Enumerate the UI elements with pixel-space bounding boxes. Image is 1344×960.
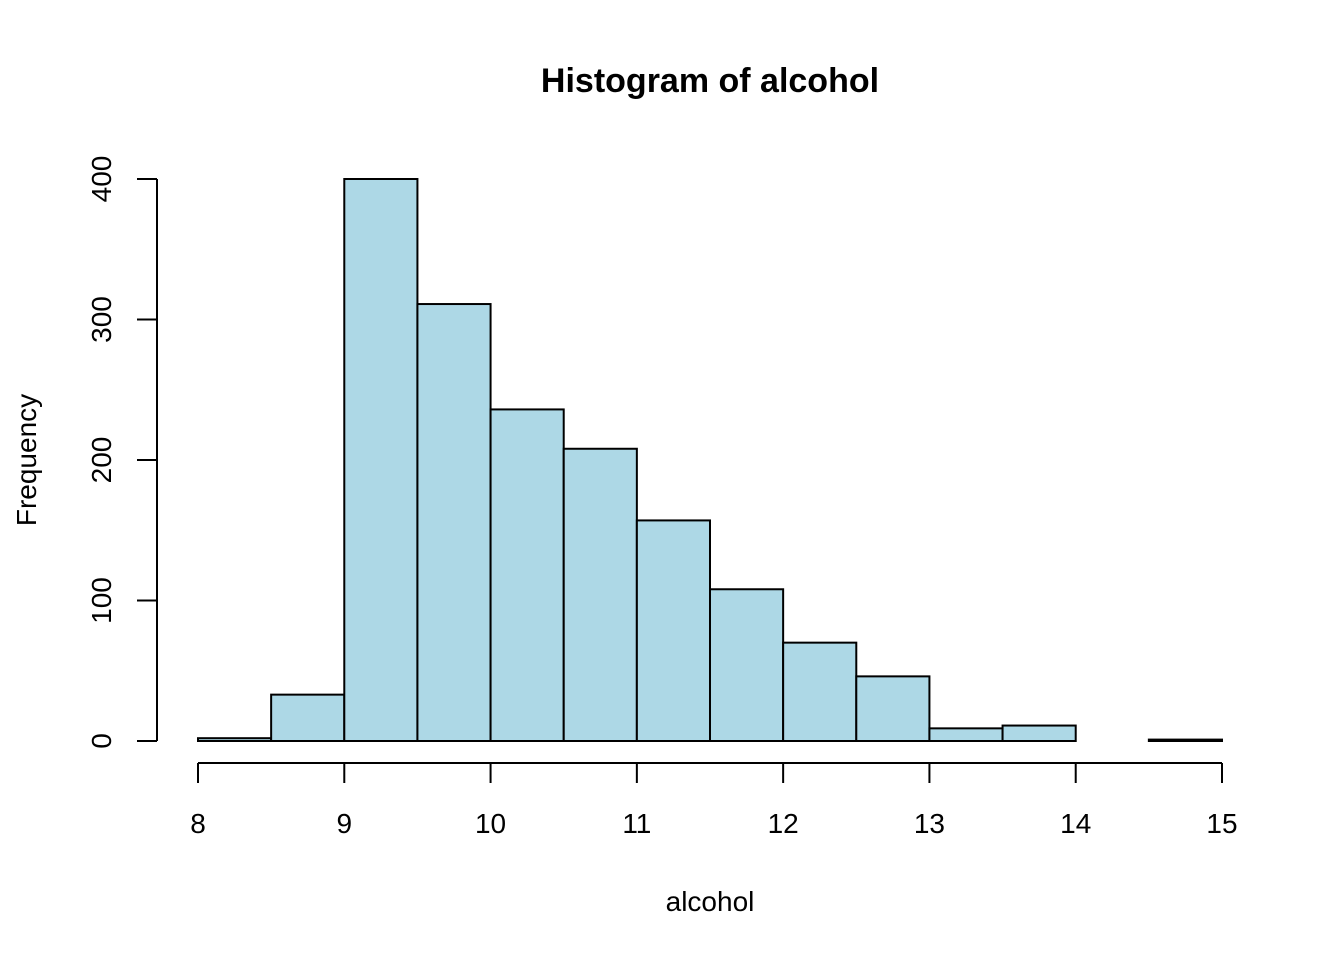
- histogram-bar: [270, 693, 346, 743]
- histogram-bar: [416, 303, 492, 742]
- histogram-bar: [928, 727, 1004, 742]
- x-axis: 8 9 10 11 12 13 14 15: [190, 762, 1238, 839]
- histogram-bar: [343, 178, 419, 742]
- histogram-bar: [1147, 738, 1224, 742]
- histogram-bar: [635, 519, 711, 742]
- y-axis: 0 100 200 300 400: [86, 156, 158, 749]
- y-tick-label: 0: [86, 733, 117, 749]
- x-tick-label: 15: [1206, 808, 1237, 839]
- y-tick-label: 300: [86, 296, 117, 343]
- histogram-bar: [1001, 724, 1077, 742]
- histogram-bar: [782, 641, 858, 743]
- x-tick-label: 10: [475, 808, 506, 839]
- y-tick-label: 400: [86, 156, 117, 203]
- x-tick-label: 12: [768, 808, 799, 839]
- histogram-bar: [197, 737, 273, 743]
- histogram-bar: [709, 588, 785, 743]
- x-tick-label: 9: [336, 808, 352, 839]
- y-tick-label: 200: [86, 437, 117, 484]
- y-axis-label: Frequency: [11, 394, 42, 526]
- x-axis-label: alcohol: [666, 886, 755, 917]
- chart-title: Histogram of alcohol: [541, 62, 879, 100]
- y-tick-label: 100: [86, 577, 117, 624]
- histogram-bar: [562, 447, 638, 742]
- x-tick-label: 14: [1060, 808, 1091, 839]
- histogram-bar: [855, 675, 931, 742]
- histogram-bar: [489, 408, 565, 742]
- x-tick-label: 13: [914, 808, 945, 839]
- x-tick-label: 8: [190, 808, 206, 839]
- x-tick-label: 11: [622, 808, 651, 839]
- bars-group: [197, 178, 1224, 743]
